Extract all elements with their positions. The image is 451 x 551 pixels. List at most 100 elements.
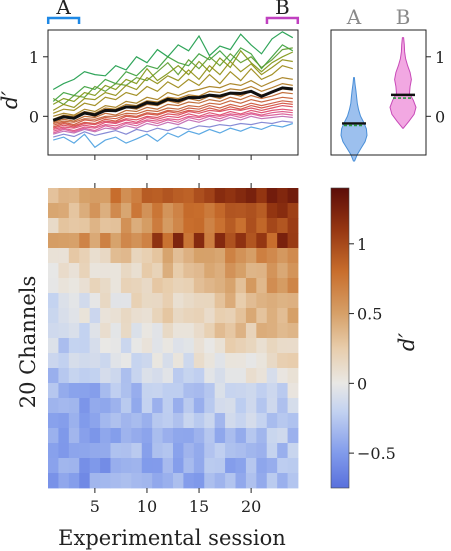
- heatmap-cell: [68, 323, 80, 339]
- heatmap-cell: [162, 218, 174, 234]
- heatmap-cell: [256, 188, 268, 204]
- heatmap-cell: [225, 233, 236, 249]
- heatmap-cell: [152, 353, 163, 369]
- heatmap-cell: [68, 218, 80, 234]
- heatmap-cell: [245, 203, 257, 219]
- heatmap-cell: [58, 278, 70, 294]
- heatmap-cell: [193, 353, 205, 369]
- heatmap-cell: [183, 443, 195, 459]
- heatmap-cell: [277, 323, 288, 339]
- heatmap-cell: [245, 458, 257, 474]
- heatmap-cell: [100, 353, 111, 369]
- heatmap-cell: [58, 368, 70, 384]
- heatmap-cell: [48, 188, 59, 204]
- heatmap-cell: [245, 188, 257, 204]
- channel-line: [52, 31, 294, 91]
- heatmap-cell: [245, 428, 257, 444]
- heatmap-cell: [277, 293, 288, 309]
- colorbar-gradient: [330, 187, 350, 489]
- heatmap-cell: [48, 308, 59, 324]
- heatmap-cell: [277, 188, 288, 204]
- heatmap-cell: [214, 263, 226, 279]
- heatmap-xtick-label: 10: [137, 497, 157, 516]
- heatmap-cell: [120, 233, 132, 249]
- heatmap-cell: [173, 353, 184, 369]
- heatmap-cell: [110, 443, 122, 459]
- heatmap-cell: [193, 233, 205, 249]
- heatmap-cell: [173, 398, 184, 414]
- heatmap-cell: [120, 368, 132, 384]
- heatmap-cell: [266, 413, 278, 429]
- heatmap-cell: [89, 383, 101, 399]
- heatmap-cell: [245, 293, 257, 309]
- heatmap-cell: [235, 428, 247, 444]
- heatmap-cell: [266, 458, 278, 474]
- heatmap-cell: [266, 308, 278, 324]
- heatmap-cell: [235, 188, 247, 204]
- colorbar: −0.5 0 0.5 1 d′: [330, 187, 419, 489]
- heatmap-cell: [193, 473, 205, 489]
- heatmap-cell: [266, 398, 278, 414]
- heatmap-cell: [58, 353, 70, 369]
- heatmap-cell: [110, 293, 122, 309]
- heatmap-cell: [48, 248, 59, 264]
- heatmap-cell: [173, 218, 184, 234]
- heatmap-cell: [214, 383, 226, 399]
- heatmap-cell: [131, 323, 143, 339]
- heatmap-cell: [131, 413, 143, 429]
- heatmap-cell: [287, 413, 299, 429]
- heatmap-cell: [277, 443, 288, 459]
- heatmap-cell: [235, 353, 247, 369]
- heatmap-cell: [173, 323, 184, 339]
- group-b-marker: B: [265, 0, 300, 24]
- heatmap-cell: [277, 368, 288, 384]
- heatmap-cell: [245, 278, 257, 294]
- heatmap-cell: [162, 233, 174, 249]
- heatmap-cell: [89, 368, 101, 384]
- heatmap-cell: [277, 383, 288, 399]
- heatmap-cell: [225, 473, 236, 489]
- heatmap-cell: [68, 443, 80, 459]
- heatmap-cell: [183, 368, 195, 384]
- heatmap-cell: [152, 473, 163, 489]
- heatmap-cell: [48, 443, 59, 459]
- heatmap-cell: [193, 263, 205, 279]
- heatmap-cell: [235, 473, 247, 489]
- heatmap-cell: [266, 443, 278, 459]
- heatmap-cell: [120, 428, 132, 444]
- group-b-label: B: [275, 0, 290, 19]
- heatmap-cell: [152, 293, 163, 309]
- heatmap-cell: [141, 188, 153, 204]
- heatmap-cell: [48, 458, 59, 474]
- heatmap-cell: [193, 413, 205, 429]
- heatmap-cell: [256, 248, 268, 264]
- heatmap-cell: [152, 323, 163, 339]
- heatmap-cell: [120, 473, 132, 489]
- heatmap-cell: [79, 218, 91, 234]
- channel-line: [53, 115, 293, 135]
- heatmap-cell: [183, 398, 195, 414]
- heatmap-cell: [48, 218, 59, 234]
- heatmap-cell: [235, 278, 247, 294]
- heatmap-cell: [183, 218, 195, 234]
- heatmap-cell: [193, 278, 205, 294]
- heatmap-cell: [266, 473, 278, 489]
- heatmap-cell: [120, 443, 132, 459]
- heatmap-cell: [131, 233, 143, 249]
- heatmap-cell: [245, 443, 257, 459]
- channel-line: [53, 102, 293, 128]
- heatmap-cell: [204, 368, 216, 384]
- heatmap-cell: [68, 353, 80, 369]
- heatmap-cell: [68, 248, 80, 264]
- heatmap-cell: [162, 428, 174, 444]
- heatmap-cell: [58, 323, 70, 339]
- heatmap-cell: [225, 218, 236, 234]
- heatmap-cell: [48, 233, 59, 249]
- heatmap-cell: [266, 323, 278, 339]
- heatmap-cell: [48, 338, 59, 354]
- heatmap-cell: [183, 473, 195, 489]
- heatmap-cell: [183, 308, 195, 324]
- heatmap-cell: [256, 413, 268, 429]
- heatmap-cell: [245, 473, 257, 489]
